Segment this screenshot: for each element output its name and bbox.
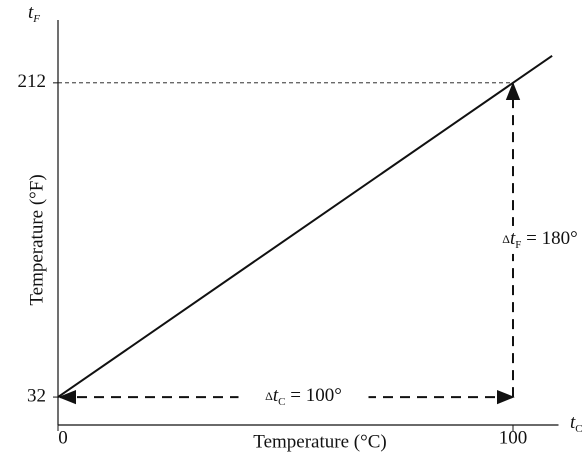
x-tick-label: 100 bbox=[499, 427, 528, 448]
x-axis-symbol: tC bbox=[570, 412, 583, 434]
annotation: ΔtF = 180° bbox=[502, 228, 577, 250]
annotation-delta: Δ bbox=[502, 232, 510, 246]
y-axis-label: Temperature (°F) bbox=[26, 174, 47, 305]
x-axis-label: Temperature (°C) bbox=[253, 431, 386, 452]
annotation-delta: Δ bbox=[265, 389, 273, 403]
annotation-text: = 180° bbox=[521, 228, 577, 249]
y-axis-symbol: tF bbox=[28, 2, 40, 24]
annotation-symbol: t bbox=[273, 385, 279, 406]
annotation-symbol: t bbox=[510, 228, 516, 249]
y-tick-label: 32 bbox=[27, 385, 46, 406]
data-line bbox=[57, 54, 553, 398]
annotation: ΔtC = 100° bbox=[265, 385, 342, 407]
annotation-text: = 100° bbox=[286, 385, 342, 406]
y-tick-label: 212 bbox=[18, 71, 47, 92]
x-tick-label: 0 bbox=[58, 427, 68, 448]
annotation-subscript: C bbox=[278, 396, 285, 408]
annotation-subscript: F bbox=[515, 238, 521, 250]
